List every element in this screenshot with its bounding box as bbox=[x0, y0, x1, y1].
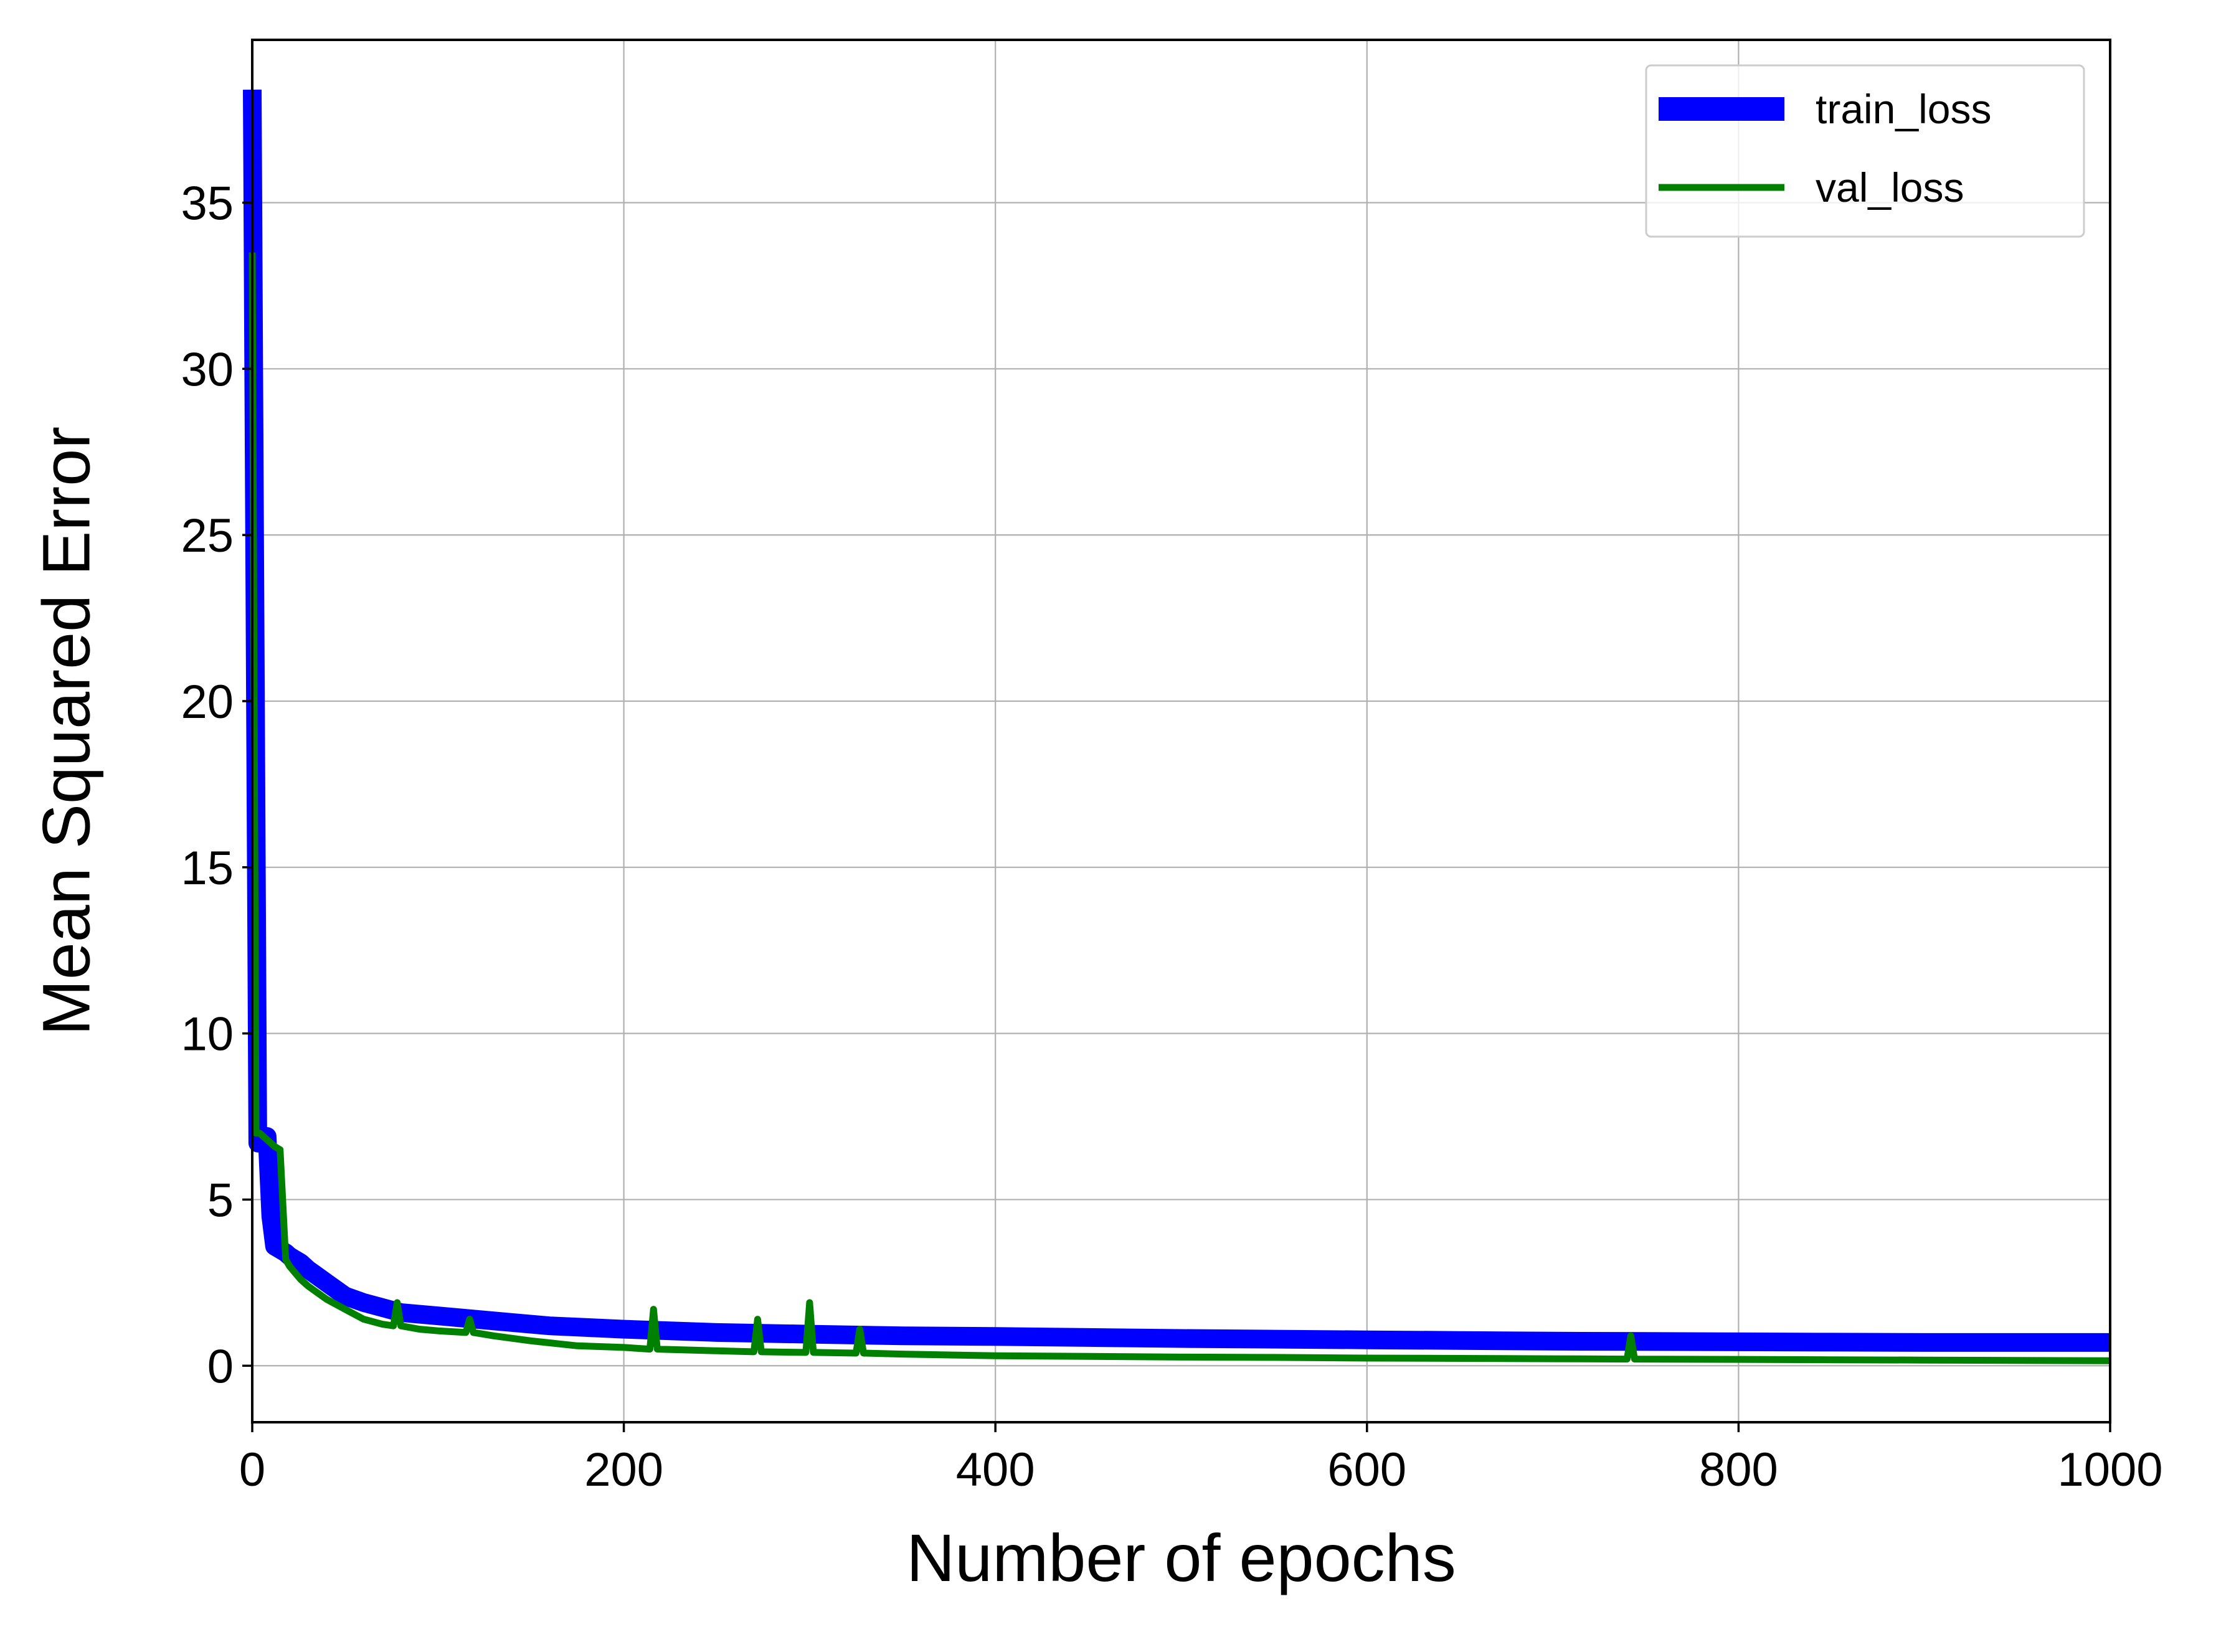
legend-label-train-loss: train_loss bbox=[1816, 86, 1991, 132]
series-line-val-loss bbox=[249, 252, 2111, 1364]
y-tick-label: 0 bbox=[207, 1340, 234, 1393]
x-axis-label: Number of epochs bbox=[906, 1520, 1456, 1595]
x-tick-label: 600 bbox=[1327, 1443, 1406, 1496]
x-tick-label: 200 bbox=[584, 1443, 663, 1496]
y-tick-label: 35 bbox=[181, 177, 234, 230]
plot-frame bbox=[251, 39, 2111, 1423]
x-tick-label: 800 bbox=[1699, 1443, 1778, 1496]
legend: train_loss val_loss bbox=[1645, 64, 2085, 238]
legend-label-val-loss: val_loss bbox=[1816, 164, 1964, 210]
x-tick-label: 400 bbox=[956, 1443, 1035, 1496]
axis-ticks: 0 200 400 600 800 1000 0 5 10 15 20 25 30 35 bbox=[181, 177, 2162, 1496]
y-tick-label: 20 bbox=[181, 676, 234, 729]
y-tick-label: 30 bbox=[181, 343, 234, 396]
y-tick-label: 10 bbox=[181, 1008, 234, 1061]
x-tick-label: 1000 bbox=[2057, 1443, 2162, 1496]
y-axis-label: Mean Squared Error bbox=[29, 427, 104, 1036]
y-tick-label: 5 bbox=[207, 1174, 234, 1227]
x-tick-label: 0 bbox=[239, 1443, 265, 1496]
plot-series bbox=[243, 89, 2111, 1364]
y-tick-label: 15 bbox=[181, 842, 234, 895]
y-tick-label: 25 bbox=[181, 509, 234, 562]
